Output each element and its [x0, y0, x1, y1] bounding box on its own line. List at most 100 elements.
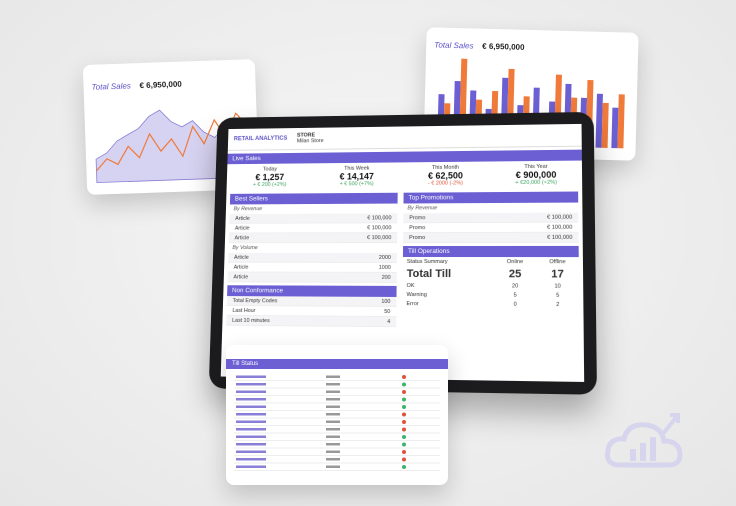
sales-change: - € 2000 (-2%)	[427, 180, 463, 187]
cell: Online	[506, 258, 524, 265]
cell-placeholder	[326, 420, 340, 423]
cell: Article	[234, 225, 250, 232]
table-row: Article € 100,000	[228, 233, 398, 244]
status-dot	[402, 435, 406, 439]
table-row: Promo € 100,000	[403, 212, 579, 224]
cell: 1000	[378, 264, 391, 271]
table-row: Total Till 25 17	[403, 266, 579, 282]
table-row: Promo € 100,000	[403, 232, 579, 244]
cell: 17	[551, 267, 564, 280]
chart-total: € 6,950,000	[482, 41, 525, 52]
cell: 2	[556, 301, 560, 308]
status-dot	[402, 442, 406, 447]
cell-placeholder	[236, 405, 266, 408]
left-column: Best Sellers By Revenue Article € 100,000 Ar…	[226, 190, 398, 328]
sales-item: This Month € 62,500- € 2000 (-2%)	[401, 161, 491, 189]
cell-placeholder	[326, 465, 340, 468]
table-row: Article 1000	[227, 262, 397, 273]
till-table	[234, 375, 440, 471]
cell-placeholder	[236, 450, 266, 453]
cell: Total Till	[406, 267, 452, 280]
cell: € 100,000	[367, 214, 392, 221]
bar	[601, 102, 609, 149]
cell: Error	[406, 300, 419, 307]
cell: 5	[556, 292, 560, 299]
cell-placeholder	[326, 398, 340, 401]
table-row: Status Summary Online Offline	[403, 257, 579, 266]
status-dot	[402, 397, 406, 402]
cell: € 100,000	[547, 224, 573, 231]
cell-placeholder	[326, 413, 340, 416]
cell-placeholder	[236, 465, 266, 468]
cell-placeholder	[236, 390, 266, 393]
table-row: Error 0 2	[402, 299, 579, 309]
cell: 100	[381, 298, 391, 305]
sales-item: This Week € 14,147 + € 500 (+7%)	[313, 162, 401, 190]
cell: 5	[513, 292, 517, 299]
table-row: Article € 100,000	[229, 213, 398, 224]
cell: 0	[513, 301, 517, 308]
status-dot	[402, 382, 406, 387]
cell: Promo	[409, 214, 426, 221]
cell-placeholder	[326, 458, 340, 461]
cell: OK	[406, 282, 415, 289]
table-row: Promo € 100,000	[403, 222, 579, 234]
sales-change: + € 500 (+7%)	[339, 181, 374, 188]
table-row: Article 2000	[228, 252, 397, 263]
cell-placeholder	[236, 428, 266, 431]
cell: Article	[233, 254, 249, 261]
status-dot	[402, 390, 406, 394]
cell-placeholder	[326, 450, 340, 453]
section-header: Till Status	[226, 359, 448, 369]
cell: Article	[234, 234, 250, 241]
store-name: Milan Store	[296, 138, 324, 145]
cell-placeholder	[326, 375, 340, 378]
status-dot	[402, 412, 406, 417]
bar	[611, 107, 619, 149]
cell-placeholder	[236, 413, 266, 416]
cell-placeholder	[236, 420, 266, 423]
table-row: Article € 100,000	[229, 223, 398, 234]
cell-placeholder	[236, 375, 266, 378]
cell: 10	[554, 283, 561, 290]
cell-placeholder	[326, 383, 340, 386]
cell-placeholder	[236, 435, 266, 438]
cell-placeholder	[326, 435, 340, 438]
sales-change: + € 200 (+2%)	[252, 181, 287, 188]
group-title: By Volume	[232, 245, 258, 251]
sales-change: + €20,000 (+2%)	[515, 179, 557, 186]
cell-placeholder	[326, 405, 340, 408]
chart-title: Total Sales	[91, 81, 131, 92]
cell: Promo	[409, 234, 426, 241]
chart-title: Total Sales	[434, 40, 474, 51]
cell: Total Empty Codes	[232, 297, 278, 304]
cell: Last 10 minutes	[232, 317, 270, 324]
cell-placeholder	[236, 443, 266, 446]
cell: 200	[381, 274, 391, 281]
status-dot	[402, 465, 406, 469]
sales-item: This Year € 900,000 + €20,000 (+2%)	[490, 161, 582, 190]
status-dot	[402, 427, 406, 432]
cell-placeholder	[326, 428, 340, 431]
cell-placeholder	[236, 398, 266, 401]
cell: Article	[233, 273, 249, 280]
table-row: Article 200	[227, 272, 397, 283]
table-row: Last 10 minutes 4	[226, 315, 397, 328]
cell-placeholder	[236, 458, 266, 461]
till-status-tablet: Till Status	[226, 345, 448, 485]
brand: RETAIL ANALYTICS	[233, 135, 288, 143]
status-dot	[402, 375, 406, 379]
header: RETAIL ANALYTICS STORE Milan Store	[227, 123, 582, 151]
watermark-logo	[605, 413, 683, 468]
bar	[595, 93, 603, 148]
cell: 25	[508, 267, 522, 280]
status-dot	[402, 457, 406, 462]
chart-total: € 6,950,000	[139, 79, 182, 91]
cell: Article	[235, 215, 250, 222]
dashboard: RETAIL ANALYTICS STORE Milan Store Live S…	[220, 123, 585, 382]
cell: 2000	[378, 254, 392, 261]
section-header: Till Operations	[402, 245, 579, 258]
cell: Status Summary	[406, 258, 448, 265]
cell: Offline	[549, 258, 566, 265]
